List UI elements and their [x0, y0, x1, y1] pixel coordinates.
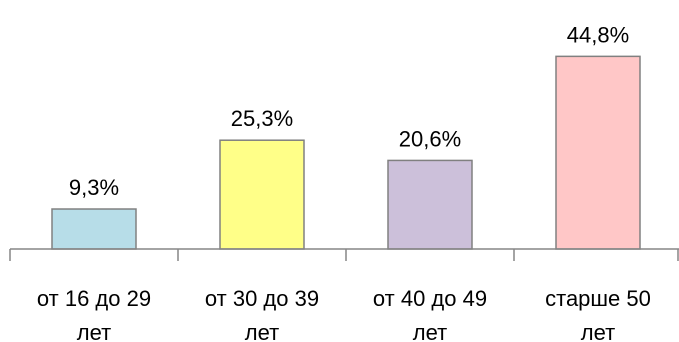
value-labels-group: 9,3% 25,3% 20,6% 44,8%	[69, 22, 629, 200]
x-axis	[9, 248, 679, 261]
data-label-3: 20,6%	[399, 126, 461, 151]
data-label-1: 9,3%	[69, 175, 119, 200]
data-label-2: 25,3%	[231, 106, 293, 131]
x-tick-label-2-line-1: от 30 до 39	[205, 286, 319, 311]
x-tick-label-4-line-1: старше 50	[545, 286, 651, 311]
bar-1	[51, 208, 137, 250]
x-tick-label-1-line-2: лет	[77, 320, 111, 342]
bar-4	[555, 55, 641, 250]
x-tick-label-1-line-1: от 16 до 29	[37, 286, 151, 311]
bars-group	[51, 55, 641, 250]
x-tick-label-3-line-2: лет	[413, 320, 447, 342]
data-label-4: 44,8%	[567, 22, 629, 47]
x-tick-label-3-line-1: от 40 до 49	[373, 286, 487, 311]
x-tick-label-2-line-2: лет	[245, 320, 279, 342]
bar-3	[387, 159, 473, 250]
bar-2	[219, 139, 305, 250]
x-tick-labels-group: от 16 до 29 лет от 30 до 39 лет от 40 до 49 л…	[37, 286, 651, 342]
x-tick-label-4-line-2: лет	[581, 320, 615, 342]
